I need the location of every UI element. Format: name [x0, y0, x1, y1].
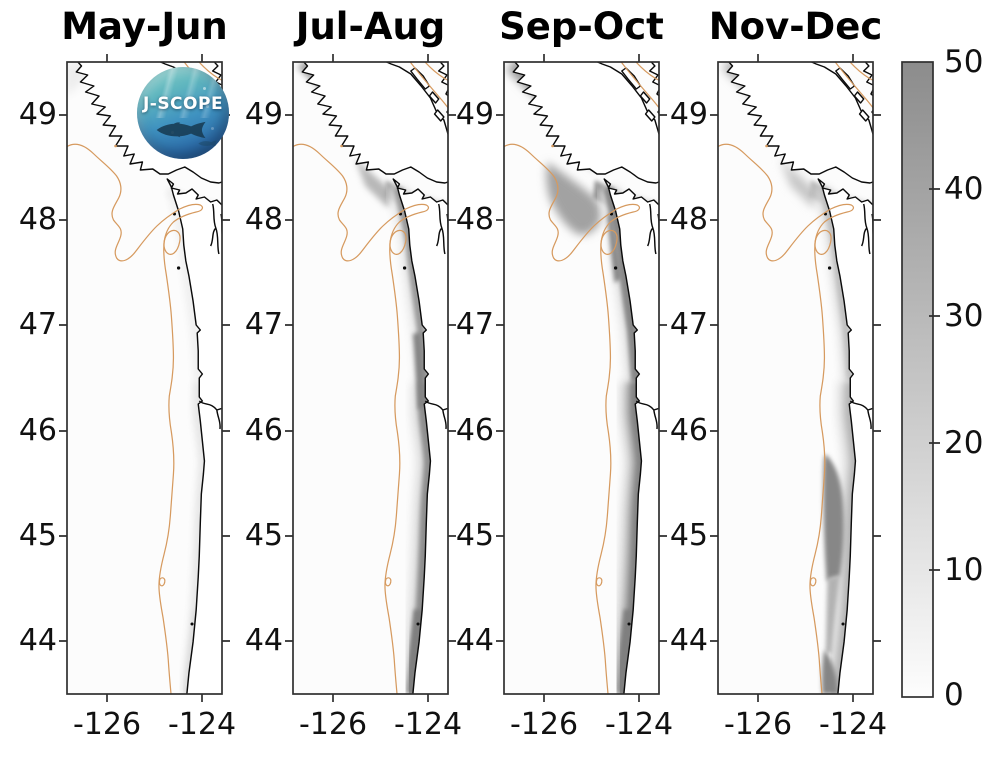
lat-label: 44	[455, 623, 494, 658]
lat-label: 46	[244, 413, 283, 448]
lat-label: 46	[669, 413, 708, 448]
coastal-map-sepoct	[504, 62, 659, 694]
lon-label: -124	[167, 707, 237, 742]
lon-label: -126	[298, 707, 368, 742]
lon-ticks-bottom	[106, 694, 854, 702]
coastal-map-mayjun	[67, 62, 222, 694]
lon-label: -124	[604, 707, 674, 742]
panel-title-sepoct: Sep-Oct	[499, 5, 664, 48]
jscope-logo: J-SCOPE	[137, 67, 229, 159]
lat-label: 48	[669, 202, 708, 237]
lat-label: 44	[244, 623, 283, 658]
lat-label: 44	[18, 623, 57, 658]
lat-label: 45	[455, 518, 494, 553]
colorbar-label: 0	[944, 677, 964, 713]
colorbar-label: 50	[944, 44, 984, 80]
lon-label: -124	[393, 707, 463, 742]
lat-label: 49	[669, 97, 708, 132]
lat-label: 49	[455, 97, 494, 132]
tuna-fish-icon	[156, 121, 206, 139]
colorbar	[902, 62, 933, 697]
map-panel-novdec	[718, 62, 873, 694]
panel-title-mayjun: May-Jun	[61, 5, 228, 48]
coastal-map-julaug	[293, 62, 448, 694]
coastal-map-novdec	[718, 62, 873, 694]
lat-label: 45	[669, 518, 708, 553]
lat-label: 48	[18, 202, 57, 237]
lat-label: 45	[244, 518, 283, 553]
lat-label: 48	[455, 202, 494, 237]
lat-label: 49	[244, 97, 283, 132]
colorbar-label: 10	[944, 552, 984, 588]
lat-label: 47	[18, 307, 57, 342]
colorbar-label: 30	[944, 298, 984, 334]
lon-label: -126	[723, 707, 793, 742]
lat-label: 47	[244, 307, 283, 342]
panel-title-novdec: Nov-Dec	[708, 5, 883, 48]
jscope-logo-label: J-SCOPE	[142, 94, 224, 114]
panel-title-julaug: Jul-Aug	[295, 5, 446, 48]
colorbar-label: 20	[944, 425, 984, 461]
lon-label: -126	[72, 707, 142, 742]
colorbar-label: 40	[944, 171, 984, 207]
lat-label: 44	[669, 623, 708, 658]
lat-label: 49	[18, 97, 57, 132]
map-panel-sepoct	[504, 62, 659, 694]
lat-label: 46	[455, 413, 494, 448]
map-panel-julaug	[293, 62, 448, 694]
bubbles-decoration	[203, 87, 206, 90]
lat-label: 48	[244, 202, 283, 237]
lon-ticks-top	[106, 54, 854, 62]
small-fish-icon	[198, 140, 217, 147]
lat-label: 45	[18, 518, 57, 553]
lat-label: 47	[669, 307, 708, 342]
lat-label: 47	[455, 307, 494, 342]
lon-label: -124	[818, 707, 888, 742]
map-panel-mayjun	[67, 62, 222, 694]
lat-label: 46	[18, 413, 57, 448]
lon-label: -126	[509, 707, 579, 742]
